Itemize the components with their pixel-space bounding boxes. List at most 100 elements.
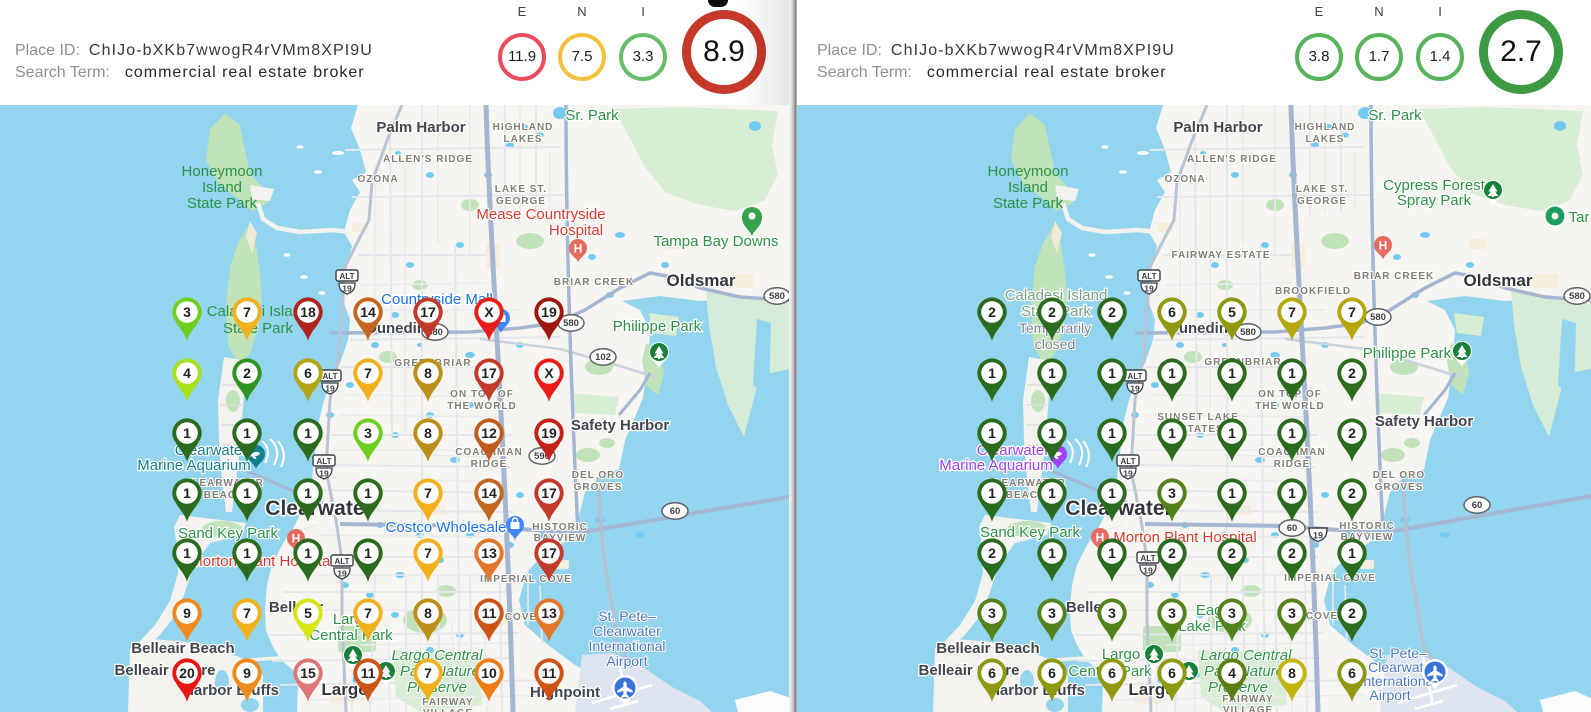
svg-text:Harbor Bluffs: Harbor Bluffs [989,682,1085,699]
svg-text:H: H [574,242,583,256]
svg-text:6: 6 [1168,304,1176,320]
svg-text:GEORGE: GEORGE [1297,196,1347,207]
svg-text:Marine Aquarium: Marine Aquarium [137,457,250,474]
svg-text:7: 7 [364,605,372,621]
svg-text:1: 1 [1108,485,1116,501]
svg-text:3: 3 [364,425,372,441]
svg-text:1: 1 [988,425,996,441]
svg-text:1: 1 [243,425,251,441]
svg-text:1: 1 [183,425,191,441]
svg-text:VILLAGE: VILLAGE [423,708,473,712]
svg-text:13: 13 [541,605,557,621]
svg-text:H: H [1379,239,1388,253]
svg-text:2: 2 [1108,304,1116,320]
svg-text:Tar: Tar [1569,209,1590,226]
svg-text:GROVES: GROVES [1375,482,1424,493]
svg-text:1: 1 [1048,545,1056,561]
svg-text:9: 9 [183,605,191,621]
svg-text:VILLAGE: VILLAGE [1223,705,1273,712]
svg-text:Oldsmar: Oldsmar [1464,271,1533,290]
svg-text:Harbor Bluffs: Harbor Bluffs [183,682,279,699]
svg-text:19: 19 [325,384,335,394]
svg-text:RIDGE: RIDGE [471,459,508,470]
svg-text:Safety Harbor: Safety Harbor [571,417,670,434]
svg-text:17: 17 [481,365,497,381]
svg-text:Sr. Park: Sr. Park [565,107,619,124]
svg-text:1: 1 [988,365,996,381]
svg-text:5: 5 [1228,304,1236,320]
svg-text:State Park: State Park [223,320,294,337]
svg-text:closed: closed [1035,336,1075,352]
svg-text:Sr. Park: Sr. Park [1368,107,1422,124]
svg-text:OZONA: OZONA [357,174,398,185]
svg-text:580: 580 [1569,291,1585,302]
svg-text:HIGHLAND: HIGHLAND [1295,122,1356,133]
svg-text:19: 19 [319,469,329,479]
svg-text:ALT: ALT [1128,372,1143,381]
svg-text:19: 19 [342,284,352,294]
svg-text:19: 19 [337,569,347,579]
svg-text:HISTORIC: HISTORIC [1339,521,1395,532]
svg-text:Morton Plant Hospital: Morton Plant Hospital [1113,529,1256,546]
svg-text:10: 10 [481,665,497,681]
svg-text:State Park: State Park [187,195,258,212]
svg-text:12: 12 [481,425,497,441]
svg-text:THE WORLD: THE WORLD [447,401,517,412]
svg-text:1: 1 [1348,545,1356,561]
svg-text:Sand Key Park: Sand Key Park [980,524,1081,541]
svg-text:2: 2 [1288,545,1296,561]
svg-text:Philippe Park: Philippe Park [1363,345,1452,362]
svg-text:Dunedin: Dunedin [366,320,426,337]
svg-text:19: 19 [1123,469,1133,479]
svg-text:Safety Harbor: Safety Harbor [1375,413,1474,430]
svg-text:1: 1 [1108,425,1116,441]
svg-text:International: International [588,638,665,654]
svg-text:13: 13 [481,545,497,561]
svg-text:580: 580 [769,291,785,302]
svg-text:1: 1 [304,485,312,501]
svg-text:6: 6 [1108,665,1116,681]
svg-text:ALLEN'S RIDGE: ALLEN'S RIDGE [383,154,473,165]
svg-text:7: 7 [243,605,251,621]
svg-text:St. Pete–: St. Pete– [1369,645,1427,661]
svg-text:LAKES: LAKES [504,134,543,145]
svg-text:Belleair Beach: Belleair Beach [131,640,234,657]
svg-text:3: 3 [1108,605,1116,621]
svg-text:LAKE ST.: LAKE ST. [1296,184,1348,195]
svg-text:Belleair Beach: Belleair Beach [936,640,1039,657]
svg-text:DEL ORO: DEL ORO [1373,470,1425,481]
svg-text:19: 19 [1130,384,1140,394]
svg-text:8: 8 [424,365,432,381]
svg-text:7: 7 [424,665,432,681]
svg-text:5: 5 [304,605,312,621]
svg-text:H: H [1096,531,1105,545]
svg-text:ALLEN'S RIDGE: ALLEN'S RIDGE [1187,154,1277,165]
svg-text:IMPERIAL COVE: IMPERIAL COVE [480,574,572,585]
svg-text:60: 60 [1472,500,1483,511]
svg-text:Marine Aquarium: Marine Aquarium [939,457,1052,474]
svg-text:18: 18 [300,304,316,320]
svg-text:11: 11 [482,605,497,621]
svg-text:3: 3 [183,304,191,320]
svg-text:Sand Key Park: Sand Key Park [178,525,279,542]
svg-text:1: 1 [1108,365,1116,381]
svg-text:3: 3 [1288,605,1296,621]
svg-text:11: 11 [542,665,557,681]
svg-text:1: 1 [183,485,191,501]
svg-text:580: 580 [1370,312,1386,323]
svg-text:2: 2 [1048,304,1056,320]
svg-text:GROVES: GROVES [574,482,623,493]
svg-text:1: 1 [988,485,996,501]
svg-text:1: 1 [364,485,372,501]
svg-text:3: 3 [1168,605,1176,621]
svg-text:Cypress Forest: Cypress Forest [1383,177,1486,194]
svg-text:1: 1 [243,485,251,501]
svg-text:Clearwater: Clearwater [593,623,661,639]
svg-text:4: 4 [183,365,191,381]
svg-text:St. Pete–: St. Pete– [598,608,656,624]
svg-text:1: 1 [1288,485,1296,501]
svg-text:Mease Countryside: Mease Countryside [476,206,605,223]
svg-text:H: H [292,532,301,546]
svg-text:BRIAR CREEK: BRIAR CREEK [554,277,634,288]
svg-text:17: 17 [541,485,557,501]
